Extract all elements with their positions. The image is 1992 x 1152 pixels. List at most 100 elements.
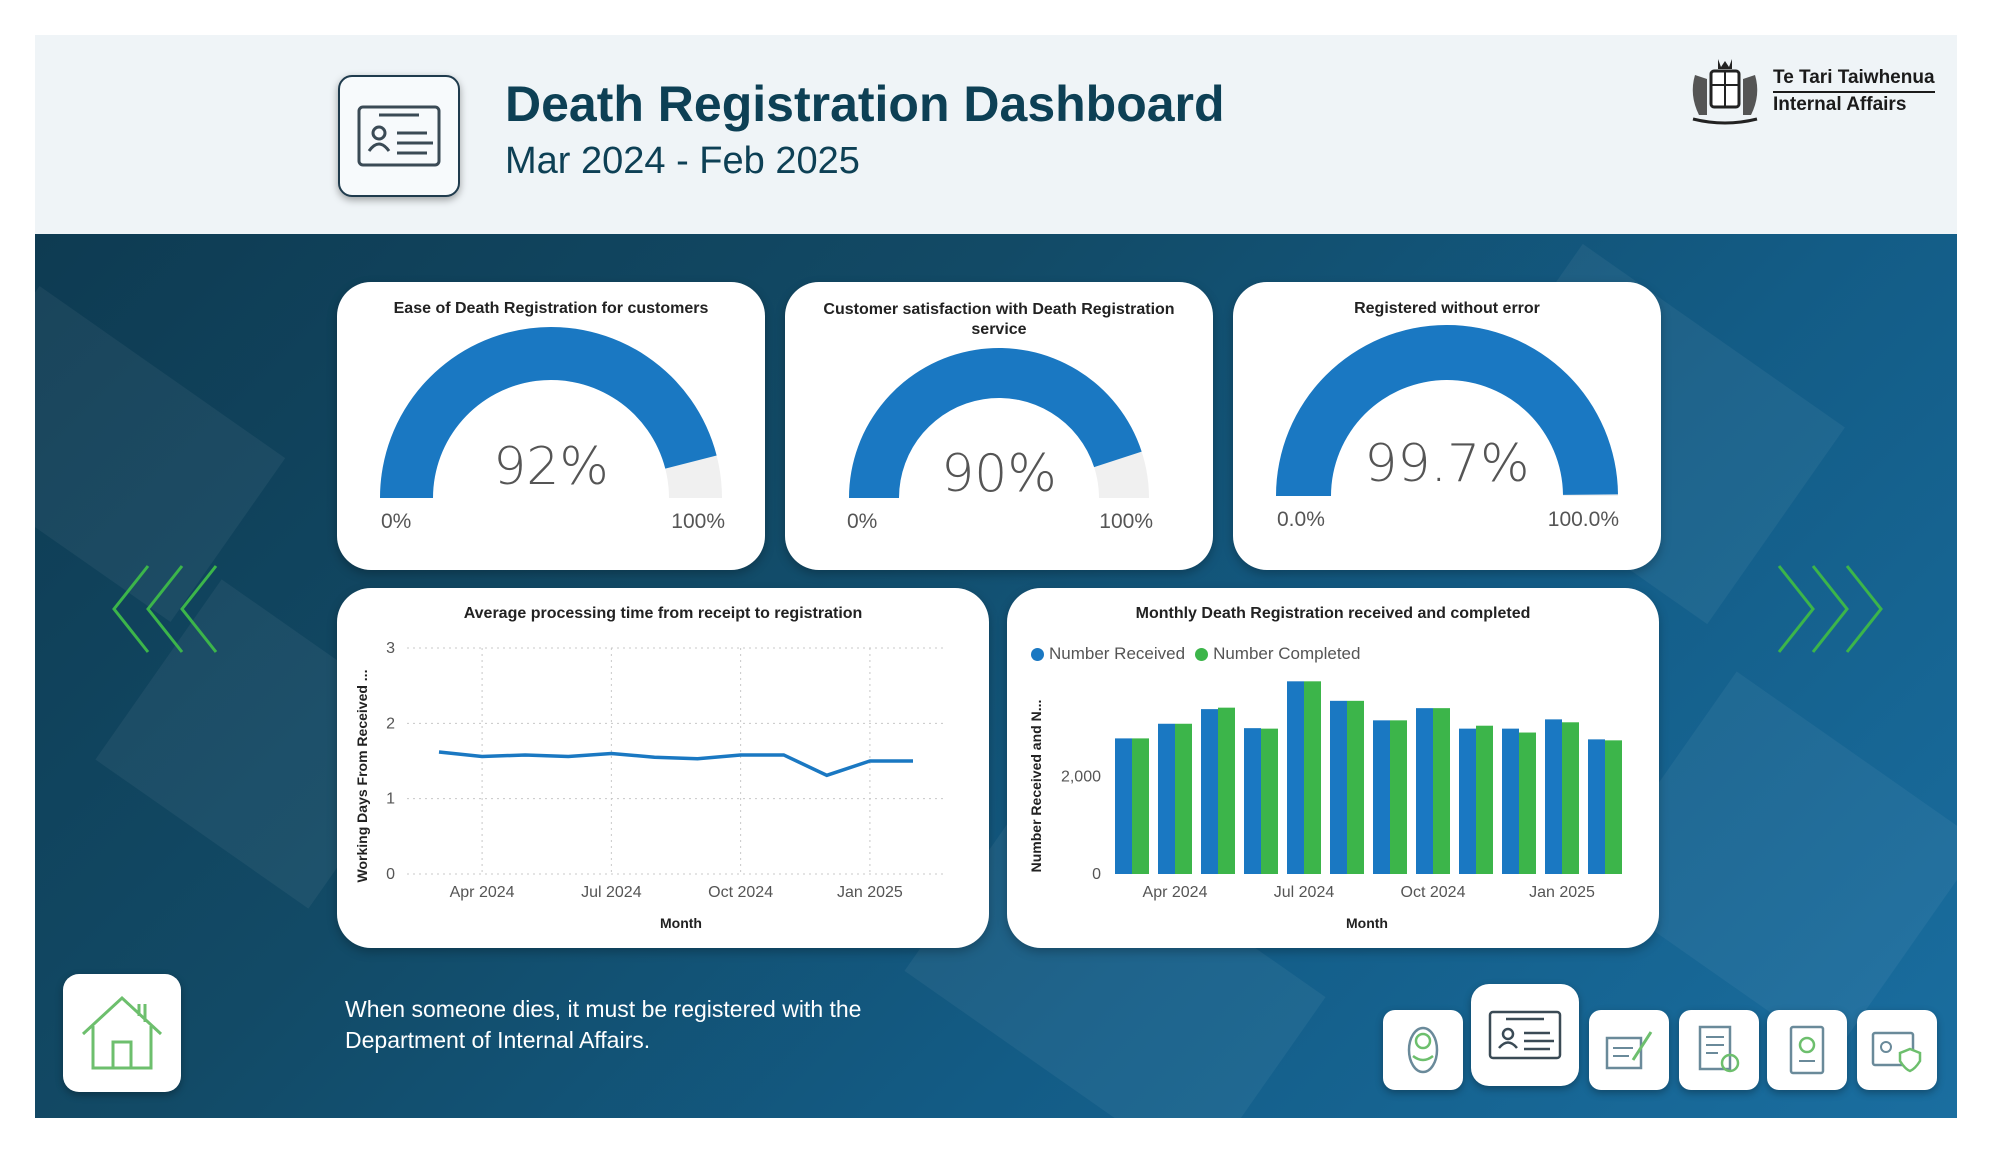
- home-icon: [81, 995, 163, 1070]
- bar: [1476, 725, 1493, 874]
- header: Death Registration Dashboard Mar 2024 - …: [35, 35, 1957, 234]
- gauge-fill: [380, 327, 717, 498]
- bar: [1244, 728, 1261, 874]
- chart-title: Average processing time from receipt to …: [463, 605, 863, 622]
- y-tick-label: 2: [386, 715, 395, 732]
- gauge-card-ease: Ease of Death Registration for customers…: [337, 282, 765, 570]
- bar: [1519, 732, 1536, 874]
- x-tick-label: Apr 2024: [450, 884, 515, 901]
- bar: [1158, 723, 1175, 874]
- id-card-icon: [338, 75, 460, 197]
- gauge-title: Customer satisfaction with Death Registr…: [823, 301, 1175, 338]
- bar: [1373, 720, 1390, 874]
- line-series: [438, 750, 913, 778]
- gauge-value: 90%: [941, 444, 1057, 504]
- dashboard-frame: Death Registration Dashboard Mar 2024 - …: [35, 35, 1957, 1118]
- y-axis-title: Working Days From Received ...: [354, 670, 370, 883]
- legend-item-received: Number Received: [1031, 644, 1185, 664]
- bar: [1605, 740, 1622, 874]
- gauge-title: Ease of Death Registration for customers: [393, 300, 709, 317]
- gauge-card-satisfaction: Customer satisfaction with Death Registr…: [785, 282, 1213, 570]
- bar: [1287, 681, 1304, 874]
- bar: [1304, 681, 1321, 874]
- legend-item-completed: Number Completed: [1195, 644, 1360, 664]
- gauge-min-label: 0%: [847, 510, 878, 533]
- chevron-left-icon[interactable]: [110, 564, 220, 654]
- bar-chart-card: Monthly Death Registration received and …: [1007, 588, 1659, 948]
- y-tick-label: 0: [1092, 866, 1101, 883]
- y-tick-label: 3: [386, 640, 395, 657]
- gauge-chart: [1276, 324, 1618, 496]
- bar: [1433, 708, 1450, 874]
- gauge-min-label: 0%: [381, 510, 412, 533]
- page-title: Death Registration Dashboard: [505, 76, 1225, 132]
- x-tick-label: Jan 2025: [837, 884, 903, 901]
- bar: [1347, 700, 1364, 874]
- x-tick-label: Jan 2025: [1529, 884, 1595, 901]
- id-card-icon: [1488, 1010, 1562, 1060]
- bar: [1545, 719, 1562, 874]
- brand-name-english: Internal Affairs: [1773, 93, 1907, 115]
- bar-chart: 0 2,000 Apr 2024 Jul 2024 Oct 2024 Jan 2025 Mo…: [1028, 681, 1622, 931]
- home-button[interactable]: [63, 974, 181, 1092]
- baby-icon: [1407, 1026, 1439, 1074]
- main-panel: Ease of Death Registration for customers…: [35, 234, 1957, 1118]
- bar: [1175, 723, 1192, 874]
- nav-death-button[interactable]: [1471, 984, 1579, 1086]
- gauge-chart: [849, 348, 1149, 498]
- date-range: Mar 2024 - Feb 2025: [505, 140, 860, 182]
- description-text: When someone dies, it must be registered…: [345, 996, 862, 1053]
- bar: [1201, 709, 1218, 874]
- bar: [1261, 728, 1278, 874]
- line-chart: 0 1 2 3 Apr 2024 Jul 2024 Oct 2024 Jan 2025 Mont…: [354, 640, 947, 931]
- x-tick-label: Jul 2024: [581, 884, 642, 901]
- x-tick-label: Apr 2024: [1143, 884, 1208, 901]
- x-tick-label: Oct 2024: [1401, 884, 1466, 901]
- bar: [1416, 708, 1433, 874]
- chart-title: Monthly Death Registration received and …: [1135, 605, 1531, 622]
- bar: [1588, 739, 1605, 874]
- gauge-fill: [849, 348, 1142, 498]
- gauge-max-label: 100.0%: [1547, 508, 1619, 531]
- y-axis-title: Number Received and N...: [1028, 700, 1044, 873]
- x-axis-title: Month: [1346, 915, 1388, 931]
- x-tick-label: Jul 2024: [1274, 884, 1335, 901]
- gauge-fill: [1276, 324, 1618, 496]
- gauge-value: 92%: [493, 437, 609, 497]
- gauge-card-error-free: Registered without error 99.7% 0.0% 100.…: [1233, 282, 1661, 570]
- x-tick-label: Oct 2024: [708, 884, 773, 901]
- certificate-pen-icon: [1605, 1031, 1653, 1070]
- gauge-min-label: 0.0%: [1277, 508, 1325, 531]
- brand-logo: Te Tari Taiwhenua Internal Affairs: [1685, 55, 1935, 127]
- bar: [1390, 720, 1407, 874]
- bar: [1562, 722, 1579, 874]
- bar: [1115, 738, 1132, 874]
- id-shield-icon: [1871, 1031, 1922, 1073]
- y-tick-label: 1: [386, 791, 395, 808]
- x-axis-title: Month: [660, 915, 702, 931]
- bar: [1502, 728, 1519, 874]
- passport-icon: [1789, 1025, 1825, 1075]
- gauge-max-label: 100%: [671, 510, 725, 533]
- bar: [1218, 707, 1235, 874]
- bar: [1132, 738, 1149, 874]
- line-chart-card: Average processing time from receipt to …: [337, 588, 989, 948]
- gauge-value: 99.7%: [1364, 434, 1530, 494]
- y-tick-label: 2,000: [1061, 768, 1101, 785]
- y-tick-label: 0: [386, 866, 395, 883]
- nav-passport-button[interactable]: [1767, 1010, 1847, 1090]
- brand-name-maori: Te Tari Taiwhenua: [1773, 66, 1935, 93]
- gauge-chart: [380, 327, 722, 498]
- nav-citizenship-button[interactable]: [1857, 1010, 1937, 1090]
- chevron-right-icon[interactable]: [1775, 564, 1885, 654]
- gauge-max-label: 100%: [1099, 510, 1153, 533]
- gauge-title: Registered without error: [1354, 300, 1540, 317]
- document-seal-icon: [1698, 1025, 1740, 1073]
- chart-legend: Number Received Number Completed: [1031, 644, 1360, 664]
- bar: [1459, 728, 1476, 874]
- coat-of-arms-icon: [1692, 59, 1758, 125]
- nav-marriage-button[interactable]: [1589, 1010, 1669, 1090]
- nav-birth-button[interactable]: [1383, 1010, 1463, 1090]
- bar: [1330, 700, 1347, 874]
- nav-certificate-button[interactable]: [1679, 1010, 1759, 1090]
